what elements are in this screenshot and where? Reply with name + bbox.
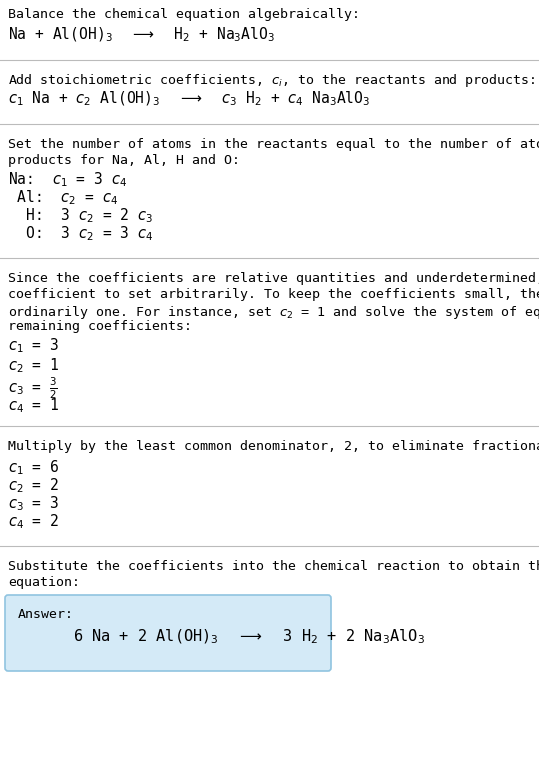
Text: Since the coefficients are relative quantities and underdetermined, choose a: Since the coefficients are relative quan… — [8, 272, 539, 285]
Text: H:  3 $c_2$ = 2 $c_3$: H: 3 $c_2$ = 2 $c_3$ — [8, 206, 153, 225]
FancyBboxPatch shape — [5, 595, 331, 671]
Text: $c_1$ = 3: $c_1$ = 3 — [8, 336, 59, 354]
Text: 6 Na + 2 Al(OH)$_3$  $\longrightarrow$  3 H$_2$ + 2 Na$_3$AlO$_3$: 6 Na + 2 Al(OH)$_3$ $\longrightarrow$ 3 … — [18, 628, 425, 646]
Text: Add stoichiometric coefficients, $c_i$, to the reactants and products:: Add stoichiometric coefficients, $c_i$, … — [8, 72, 536, 89]
Text: Substitute the coefficients into the chemical reaction to obtain the balanced: Substitute the coefficients into the che… — [8, 560, 539, 573]
Text: Set the number of atoms in the reactants equal to the number of atoms in the: Set the number of atoms in the reactants… — [8, 138, 539, 151]
Text: $c_1$ = 6: $c_1$ = 6 — [8, 458, 59, 476]
Text: Al:  $c_2$ = $c_4$: Al: $c_2$ = $c_4$ — [8, 188, 118, 207]
Text: $c_2$ = 1: $c_2$ = 1 — [8, 356, 59, 374]
Text: $c_2$ = 2: $c_2$ = 2 — [8, 476, 59, 495]
Text: $c_1$ Na + $c_2$ Al(OH)$_3$  $\longrightarrow$  $c_3$ H$_2$ + $c_4$ Na$_3$AlO$_3: $c_1$ Na + $c_2$ Al(OH)$_3$ $\longrighta… — [8, 90, 370, 108]
Text: $c_4$ = 2: $c_4$ = 2 — [8, 512, 59, 530]
Text: O:  3 $c_2$ = 3 $c_4$: O: 3 $c_2$ = 3 $c_4$ — [8, 224, 154, 242]
Text: Answer:: Answer: — [18, 608, 74, 621]
Text: remaining coefficients:: remaining coefficients: — [8, 320, 192, 333]
Text: products for Na, Al, H and O:: products for Na, Al, H and O: — [8, 154, 240, 167]
Text: Balance the chemical equation algebraically:: Balance the chemical equation algebraica… — [8, 8, 360, 21]
Text: coefficient to set arbitrarily. To keep the coefficients small, the arbitrary va: coefficient to set arbitrarily. To keep … — [8, 288, 539, 301]
Text: $c_3$ = $\frac{3}{2}$: $c_3$ = $\frac{3}{2}$ — [8, 376, 58, 401]
Text: $c_3$ = 3: $c_3$ = 3 — [8, 494, 59, 513]
Text: Multiply by the least common denominator, 2, to eliminate fractional coefficient: Multiply by the least common denominator… — [8, 440, 539, 453]
Text: Na + Al(OH)$_3$  $\longrightarrow$  H$_2$ + Na$_3$AlO$_3$: Na + Al(OH)$_3$ $\longrightarrow$ H$_2$ … — [8, 26, 275, 45]
Text: ordinarily one. For instance, set $c_2$ = 1 and solve the system of equations fo: ordinarily one. For instance, set $c_2$ … — [8, 304, 539, 321]
Text: Na:  $c_1$ = 3 $c_4$: Na: $c_1$ = 3 $c_4$ — [8, 170, 127, 188]
Text: $c_4$ = 1: $c_4$ = 1 — [8, 396, 59, 415]
Text: equation:: equation: — [8, 576, 80, 589]
